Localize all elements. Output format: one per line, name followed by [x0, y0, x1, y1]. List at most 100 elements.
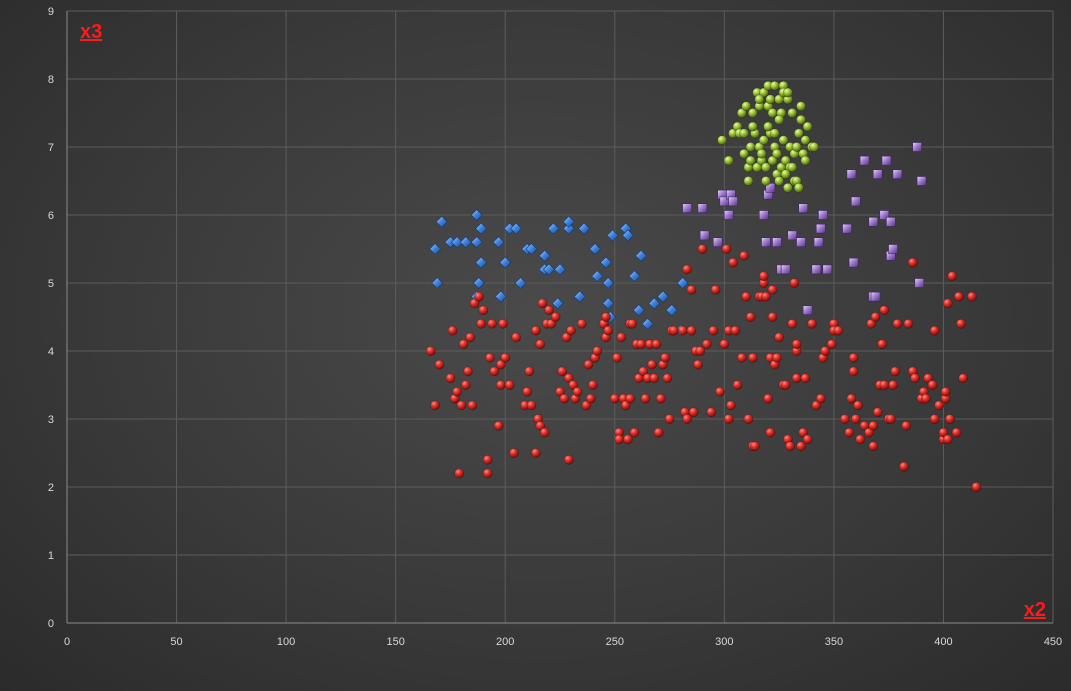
green-sphere-point	[754, 94, 765, 105]
red-sphere-point	[629, 427, 640, 438]
red-sphere-point	[785, 441, 795, 452]
red-sphere-point	[892, 318, 903, 329]
green-sphere-point	[796, 101, 806, 112]
green-sphere-point	[796, 114, 806, 125]
purple-square-point	[811, 264, 822, 275]
axes	[66, 11, 1053, 624]
red-sphere-point	[879, 380, 890, 390]
green-sphere-point	[802, 121, 813, 132]
blue-diamond-point	[525, 243, 538, 255]
red-sphere-point	[872, 407, 883, 418]
red-sphere-point	[800, 373, 811, 384]
blue-diamond-point	[470, 209, 483, 221]
red-sphere-point	[910, 373, 920, 384]
red-sphere-point	[537, 298, 548, 309]
blue-diamond-point	[435, 215, 448, 228]
red-sphere-point	[535, 420, 546, 431]
purple-square-point	[699, 230, 710, 241]
blue-diamond-point	[602, 297, 615, 310]
red-sphere-point	[855, 434, 866, 445]
blue-diamond-point	[451, 236, 463, 249]
red-sphere-point	[695, 346, 706, 356]
red-sphere-point	[623, 434, 633, 445]
red-sphere-point	[901, 420, 912, 431]
y-tick-labels: 0 1 2 3 4 5 6 7 8 9	[48, 6, 54, 630]
red-sphere-point	[951, 427, 962, 438]
red-sphere-point	[767, 284, 778, 295]
red-sphere-point	[531, 325, 541, 336]
red-sphere-point	[697, 244, 708, 254]
red-sphere-point	[686, 284, 697, 295]
x-tick-label: 0	[64, 636, 70, 648]
red-sphere-point	[807, 318, 817, 329]
red-sphere-point	[620, 400, 631, 411]
purple-square-point	[879, 210, 890, 220]
red-sphere-point	[531, 448, 541, 458]
green-sphere-point	[767, 155, 778, 166]
purple-square-point	[886, 217, 896, 227]
red-sphere-point	[563, 454, 574, 465]
red-sphere-point	[588, 380, 598, 390]
red-sphere-point	[907, 257, 918, 268]
green-sphere-point	[723, 155, 734, 166]
red-sphere-point	[877, 339, 887, 350]
blue-diamond-point	[510, 222, 523, 235]
red-sphere-point	[559, 393, 570, 404]
x-tick-label: 250	[606, 636, 624, 648]
blue-diamond-point	[499, 256, 512, 269]
blue-diamond-point	[494, 290, 507, 303]
green-sphere-point	[780, 155, 791, 166]
red-sphere-point	[929, 325, 940, 336]
purple-square-point	[787, 230, 798, 241]
red-sphere-point	[945, 414, 955, 424]
green-sphere-point	[767, 108, 778, 118]
red-sphere-point	[866, 318, 876, 329]
red-sphere-point	[581, 400, 592, 411]
blue-diamond-point	[589, 243, 601, 255]
red-sphere-point	[476, 318, 486, 329]
purple-square-point	[815, 223, 826, 234]
red-sphere-point	[566, 325, 576, 336]
red-sphere-point	[474, 291, 484, 302]
blue-diamond-point	[641, 317, 654, 330]
red-sphere-point	[706, 407, 717, 418]
green-sphere-point	[793, 128, 804, 139]
red-sphere-point	[688, 407, 699, 418]
green-sphere-point	[800, 155, 811, 166]
red-sphere-point	[638, 366, 649, 377]
red-sphere-point	[765, 427, 776, 438]
purple-square-point	[796, 237, 806, 247]
green-sphere-point	[737, 108, 747, 118]
red-sphere-point	[929, 414, 940, 424]
blue-diamond-point	[657, 290, 669, 303]
blue-diamond-point	[676, 277, 689, 289]
green-sphere-point	[745, 155, 756, 166]
green-sphere-point	[769, 128, 780, 139]
blue-diamond-point	[562, 215, 575, 228]
red-sphere-point	[660, 352, 671, 363]
red-sphere-point	[839, 414, 850, 424]
x-tick-label: 300	[715, 636, 733, 648]
red-sphere-point	[798, 427, 809, 438]
purple-square-point	[758, 210, 769, 220]
red-sphere-point	[921, 393, 931, 404]
red-sphere-point	[802, 434, 813, 445]
green-sphere-point	[774, 176, 784, 186]
red-sphere-point	[434, 359, 445, 370]
red-sphere-point	[719, 339, 730, 350]
purple-square-point	[846, 169, 857, 179]
red-sphere-point	[616, 332, 627, 343]
red-sphere-point	[572, 386, 583, 397]
red-sphere-point	[789, 278, 800, 288]
red-sphere-point	[489, 366, 500, 377]
red-sphere-point	[686, 325, 697, 336]
green-sphere-point	[774, 114, 784, 125]
red-sphere-point	[627, 318, 638, 329]
y-tick-label: 6	[48, 210, 54, 222]
green-sphere-point	[780, 169, 791, 180]
red-sphere-point	[934, 400, 944, 411]
purple-square-point	[859, 155, 870, 166]
blue-diamond-point	[547, 222, 560, 235]
blue-diamond-point	[459, 236, 472, 249]
red-sphere-point	[815, 393, 826, 404]
